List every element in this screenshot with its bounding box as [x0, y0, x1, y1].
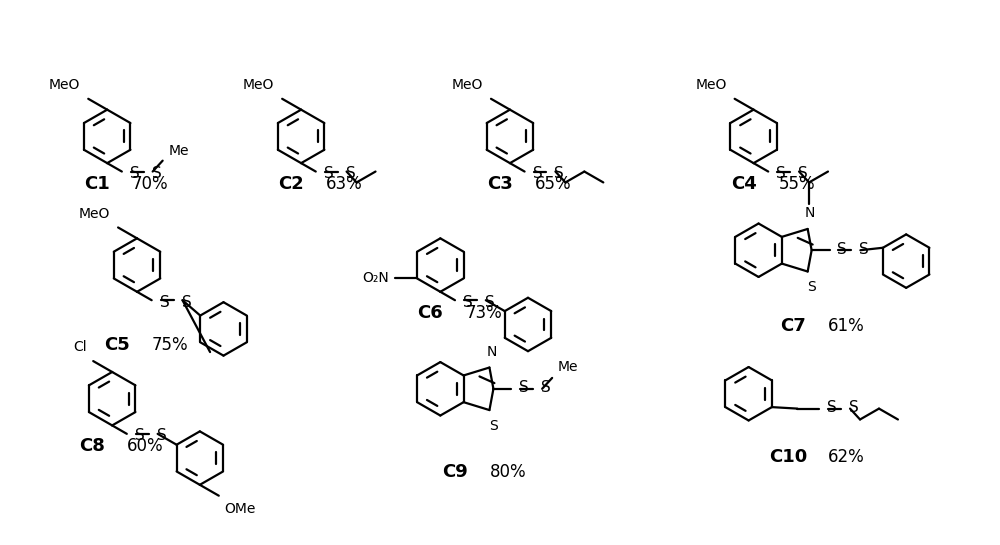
Text: N: N: [804, 206, 815, 220]
Text: S: S: [160, 295, 169, 310]
Text: S: S: [152, 166, 161, 181]
Text: 55%: 55%: [778, 175, 815, 193]
Text: 73%: 73%: [465, 304, 502, 322]
Text: 65%: 65%: [535, 175, 571, 193]
Text: C6: C6: [418, 304, 443, 322]
Text: S: S: [346, 166, 355, 181]
Text: C3: C3: [487, 175, 513, 193]
Text: 63%: 63%: [326, 175, 363, 193]
Text: Cl: Cl: [74, 340, 87, 354]
Text: S: S: [485, 295, 495, 310]
Text: Me: Me: [169, 144, 189, 158]
Text: S: S: [859, 242, 869, 257]
Text: MeO: MeO: [79, 207, 110, 221]
Text: S: S: [135, 428, 145, 443]
Text: S: S: [849, 400, 859, 415]
Text: 60%: 60%: [127, 437, 164, 455]
Text: S: S: [798, 166, 808, 181]
Text: S: S: [324, 166, 333, 181]
Text: S: S: [130, 166, 140, 181]
Text: 70%: 70%: [132, 175, 169, 193]
Text: MeO: MeO: [695, 78, 727, 92]
Text: S: S: [776, 166, 786, 181]
Text: N: N: [486, 344, 497, 359]
Text: S: S: [489, 419, 498, 433]
Text: C1: C1: [84, 175, 110, 193]
Text: C5: C5: [104, 336, 130, 354]
Text: OMe: OMe: [225, 501, 256, 516]
Text: C9: C9: [442, 463, 468, 481]
Text: S: S: [827, 400, 837, 415]
Text: C7: C7: [780, 317, 806, 335]
Text: C8: C8: [79, 437, 105, 455]
Text: 62%: 62%: [828, 448, 865, 466]
Text: S: S: [541, 380, 551, 395]
Text: 75%: 75%: [152, 336, 189, 354]
Text: C4: C4: [731, 175, 757, 193]
Text: S: S: [533, 166, 542, 181]
Text: S: S: [554, 166, 564, 181]
Text: MeO: MeO: [452, 78, 483, 92]
Text: C10: C10: [769, 448, 808, 466]
Text: S: S: [807, 281, 816, 294]
Text: O₂N: O₂N: [362, 271, 389, 286]
Text: MeO: MeO: [49, 78, 80, 92]
Text: S: S: [157, 428, 166, 443]
Text: C2: C2: [278, 175, 304, 193]
Text: MeO: MeO: [243, 78, 274, 92]
Text: 80%: 80%: [490, 463, 527, 481]
Text: S: S: [519, 380, 529, 395]
Text: Me: Me: [558, 360, 579, 374]
Text: S: S: [182, 295, 191, 310]
Text: S: S: [837, 242, 847, 257]
Text: 61%: 61%: [828, 317, 865, 335]
Text: S: S: [463, 295, 473, 310]
